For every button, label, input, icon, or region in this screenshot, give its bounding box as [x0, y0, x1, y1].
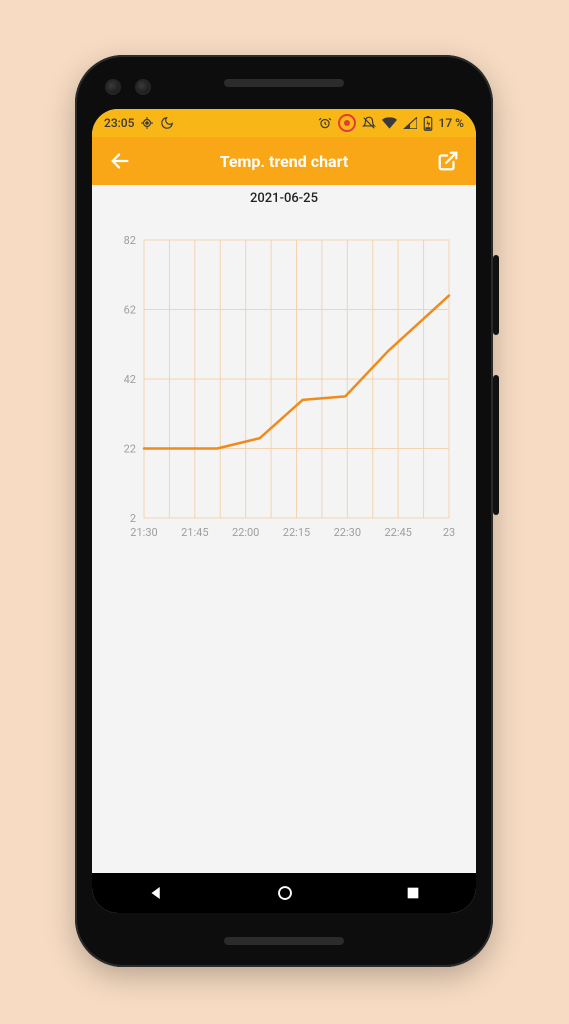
triangle-back-icon	[147, 884, 165, 902]
phone-camera	[135, 79, 151, 95]
phone-camera	[105, 79, 121, 95]
battery-icon	[423, 116, 433, 131]
status-bar: 23:05 17 %	[92, 109, 476, 137]
back-button[interactable]	[102, 143, 138, 179]
phone-side-button	[493, 255, 499, 335]
square-recent-icon	[405, 885, 421, 901]
svg-text:22: 22	[124, 443, 136, 456]
svg-text:23: 23	[443, 526, 455, 539]
screen: 23:05 17 % Temp. trend chart	[92, 109, 476, 913]
page-title: Temp. trend chart	[138, 152, 430, 171]
alarm-icon	[318, 116, 332, 130]
wifi-icon	[382, 117, 397, 129]
svg-text:21:45: 21:45	[181, 526, 208, 539]
nav-back-button[interactable]	[147, 884, 165, 902]
chart-date: 2021-06-25	[92, 191, 476, 206]
app-header: Temp. trend chart	[92, 137, 476, 185]
moon-icon	[160, 116, 174, 130]
notification-off-icon	[362, 116, 376, 130]
svg-text:22:00: 22:00	[232, 526, 259, 539]
battery-text: 17 %	[439, 116, 464, 130]
nav-home-button[interactable]	[276, 884, 294, 902]
arrow-left-icon	[109, 150, 131, 172]
target-icon	[140, 116, 154, 130]
svg-text:42: 42	[124, 373, 136, 386]
phone-speaker	[224, 79, 344, 87]
svg-text:21:30: 21:30	[130, 526, 157, 539]
nav-recent-button[interactable]	[405, 885, 421, 901]
circle-home-icon	[276, 884, 294, 902]
phone-frame: 23:05 17 % Temp. trend chart	[75, 55, 493, 967]
signal-icon	[403, 117, 417, 129]
content: 2021-06-25 22242628221:3021:4522:0022:15…	[92, 185, 476, 873]
svg-text:22:15: 22:15	[283, 526, 310, 539]
phone-side-button	[493, 375, 499, 515]
status-time: 23:05	[104, 116, 134, 130]
svg-text:82: 82	[124, 234, 136, 247]
svg-text:62: 62	[124, 304, 136, 317]
phone-speaker	[224, 937, 344, 945]
record-icon	[338, 114, 356, 132]
android-nav-bar	[92, 873, 476, 913]
temperature-chart: 22242628221:3021:4522:0022:1522:3022:452…	[102, 214, 466, 548]
svg-text:22:45: 22:45	[384, 526, 411, 539]
export-button[interactable]	[430, 143, 466, 179]
external-link-icon	[437, 150, 459, 172]
svg-text:2: 2	[130, 512, 136, 525]
svg-text:22:30: 22:30	[334, 526, 361, 539]
